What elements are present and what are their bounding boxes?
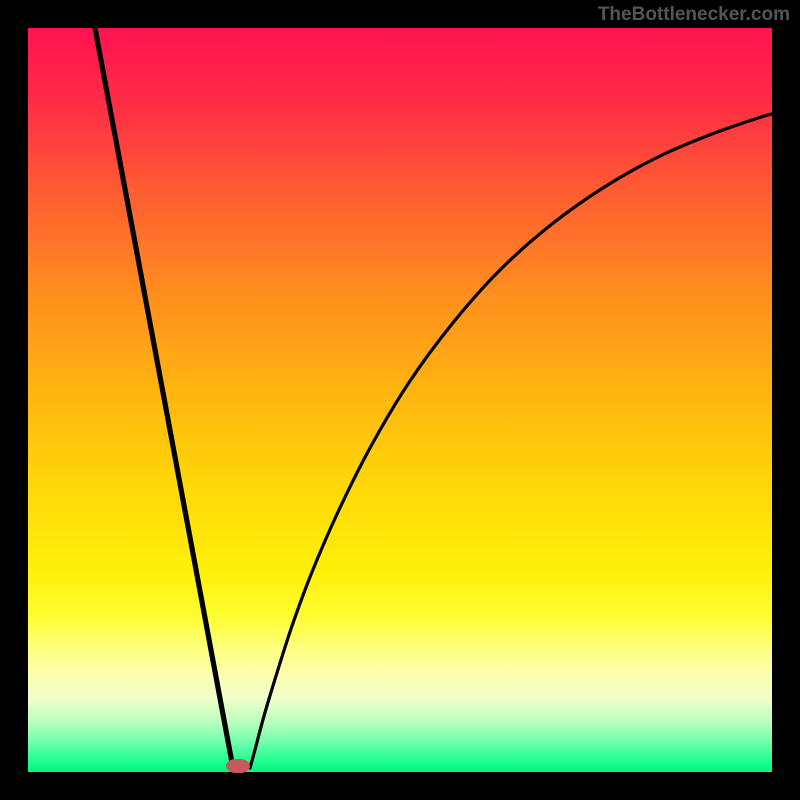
- chart-curve-layer: [28, 28, 772, 772]
- minimum-marker: [226, 759, 250, 773]
- curve-right-segment: [250, 114, 772, 768]
- watermark-text: TheBottlenecker.com: [598, 4, 790, 26]
- chart-plot-area: [28, 28, 772, 772]
- curve-left-segment-a: [94, 28, 232, 768]
- curve-left-segment-b: [96, 28, 234, 768]
